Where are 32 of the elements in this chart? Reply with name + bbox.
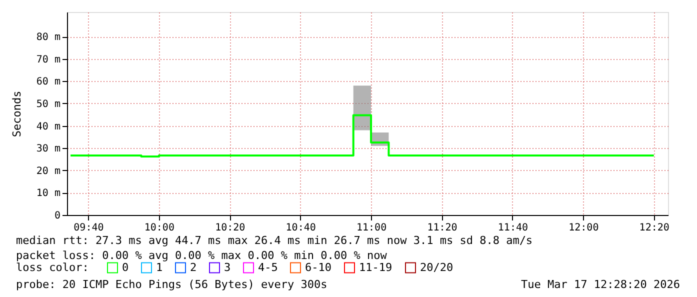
x-tick-label: 09:40 — [74, 222, 104, 234]
y-tick-label: 0 — [54, 210, 60, 222]
text: probe: 20 ICMP Echo Pings (56 Bytes) every 300s — [16, 278, 328, 291]
legend-label: 11-19 — [359, 260, 392, 274]
x-tick-label: 11:00 — [356, 222, 387, 234]
y-tick-label: 80 m — [36, 32, 60, 44]
x-tick-label: 12:00 — [568, 222, 599, 234]
x-tick-label: 12:20 — [639, 222, 670, 234]
text: packet loss: 0.00 % avg 0.00 % max 0.00 % min 0.00 % now — [16, 249, 388, 262]
x-tick-label: 11:20 — [427, 222, 458, 234]
x-tick-label: 11:40 — [498, 222, 528, 234]
legend-label: 1 — [156, 260, 163, 274]
legend-label: 4-5 — [258, 260, 278, 274]
legend-label: 6-10 — [305, 260, 332, 274]
legend-label: 0 — [122, 260, 129, 274]
y-axis-title: Seconds — [10, 90, 24, 138]
legend-label: 20/20 — [420, 260, 454, 274]
y-tick-label: 70 m — [36, 54, 60, 66]
y-tick-label: 10 m — [36, 188, 60, 200]
y-tick-label: 40 m — [36, 121, 60, 132]
x-tick-label: 10:20 — [215, 222, 246, 234]
text: Tue Mar 17 12:28:20 2026 — [521, 278, 680, 291]
legend-label: 2 — [190, 260, 197, 274]
legend-title: loss color: — [16, 261, 89, 274]
y-tick-label: 50 m — [36, 98, 60, 110]
y-tick-label: 60 m — [36, 76, 60, 88]
y-tick-label: 20 m — [36, 166, 60, 177]
legend-label: 3 — [224, 260, 231, 274]
x-tick-label: 10:40 — [286, 222, 316, 234]
text: median rtt: 27.3 ms avg 44.7 ms max 26.4 ms min 26.7 ms now 3.1 ms sd 8.8 am/s — [16, 234, 533, 247]
y-tick-label: 30 m — [36, 144, 60, 155]
x-tick-label: 10:00 — [144, 222, 174, 234]
